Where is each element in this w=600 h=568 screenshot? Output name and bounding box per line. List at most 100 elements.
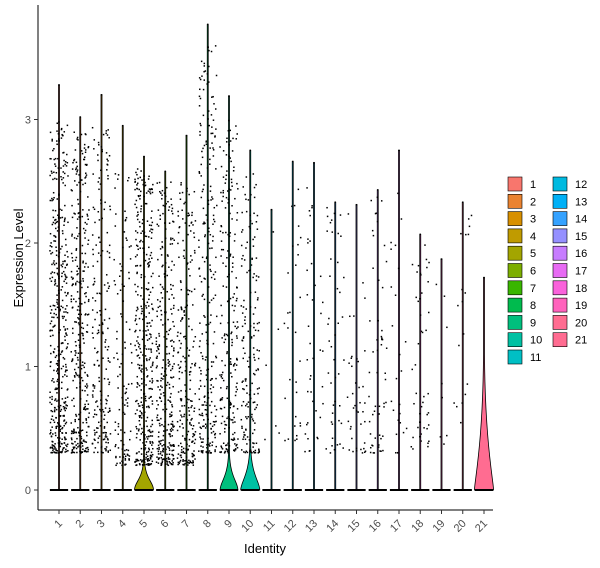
point xyxy=(224,207,227,209)
point xyxy=(124,464,126,466)
point xyxy=(71,189,73,192)
point xyxy=(86,386,88,389)
point xyxy=(149,230,151,232)
point xyxy=(94,434,96,436)
point xyxy=(120,362,122,365)
point xyxy=(337,261,339,264)
point xyxy=(136,458,139,461)
point xyxy=(188,354,190,357)
point xyxy=(107,360,110,362)
point xyxy=(115,213,117,215)
point xyxy=(159,283,162,286)
point xyxy=(70,432,73,435)
point xyxy=(172,221,175,223)
point xyxy=(299,296,301,299)
point xyxy=(376,339,378,341)
point xyxy=(105,434,107,436)
point xyxy=(241,339,244,342)
point xyxy=(92,297,94,299)
point xyxy=(169,243,172,245)
legend-label: 14 xyxy=(575,214,587,226)
point xyxy=(236,182,238,185)
point xyxy=(134,203,136,206)
point xyxy=(83,407,86,410)
point xyxy=(64,275,67,277)
point xyxy=(219,146,221,148)
point xyxy=(102,332,104,335)
point xyxy=(326,230,328,232)
point xyxy=(56,380,58,383)
point xyxy=(199,433,201,435)
point xyxy=(177,242,179,245)
point xyxy=(59,217,62,219)
legend-item-14: 14 xyxy=(552,211,587,226)
point xyxy=(231,266,234,268)
point xyxy=(82,260,84,263)
point xyxy=(334,201,336,203)
legend-label: 2 xyxy=(530,196,536,208)
point xyxy=(84,301,86,304)
point xyxy=(255,221,258,223)
x-tick-label-14: 14 xyxy=(324,518,341,535)
point xyxy=(293,204,296,207)
point xyxy=(92,253,94,256)
point xyxy=(220,451,222,454)
points-3 xyxy=(91,94,112,454)
point xyxy=(135,238,137,241)
point xyxy=(150,224,153,227)
point xyxy=(93,363,96,366)
point xyxy=(118,366,121,368)
point xyxy=(58,443,61,445)
point xyxy=(225,286,228,288)
point xyxy=(171,367,174,370)
point xyxy=(55,246,57,248)
point xyxy=(121,464,123,467)
point xyxy=(232,321,235,324)
point xyxy=(202,450,204,452)
point xyxy=(85,419,88,421)
point xyxy=(124,210,126,213)
point xyxy=(234,448,237,451)
point xyxy=(193,249,196,252)
point xyxy=(181,318,183,321)
point xyxy=(84,385,87,387)
point xyxy=(63,315,65,318)
point xyxy=(143,303,146,305)
point xyxy=(385,260,388,263)
point xyxy=(167,362,170,364)
point xyxy=(167,464,170,467)
point xyxy=(86,223,88,225)
point xyxy=(180,456,183,459)
point xyxy=(226,256,228,259)
point xyxy=(151,231,153,234)
point xyxy=(109,449,112,452)
point xyxy=(231,205,233,207)
point xyxy=(171,365,174,368)
point xyxy=(179,198,182,201)
point xyxy=(257,357,260,360)
point xyxy=(193,236,196,239)
point xyxy=(163,272,166,275)
point xyxy=(83,156,86,158)
point xyxy=(208,81,210,83)
point xyxy=(246,417,248,420)
point xyxy=(97,211,100,213)
point xyxy=(157,347,159,350)
point xyxy=(80,441,82,444)
point xyxy=(146,376,148,378)
point xyxy=(146,416,149,419)
point xyxy=(137,459,140,462)
point xyxy=(57,353,60,356)
point xyxy=(222,248,225,251)
point xyxy=(205,451,207,453)
point xyxy=(135,349,138,351)
point xyxy=(54,398,57,400)
point xyxy=(86,394,89,396)
point xyxy=(170,411,173,413)
point xyxy=(446,434,448,437)
legend-item-15: 15 xyxy=(552,228,587,244)
point xyxy=(228,426,230,429)
point xyxy=(77,267,80,270)
point xyxy=(325,448,327,450)
point xyxy=(200,438,202,440)
